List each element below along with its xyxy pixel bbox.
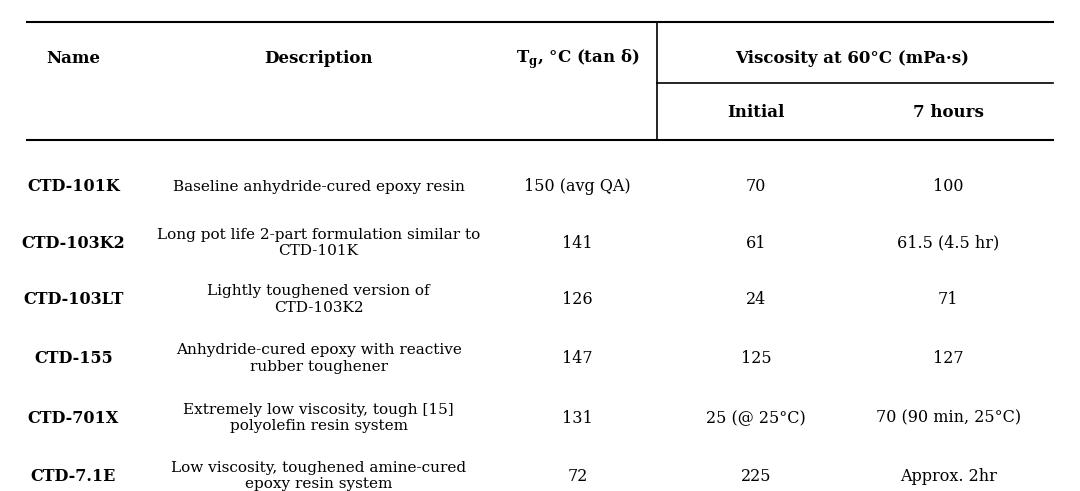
Text: CTD-103K2: CTD-103K2 xyxy=(22,235,125,251)
Text: T$_\mathregular{g}$, °C (tan δ): T$_\mathregular{g}$, °C (tan δ) xyxy=(516,47,639,71)
Text: 71: 71 xyxy=(939,291,958,308)
Text: 100: 100 xyxy=(933,178,963,195)
Text: 70 (90 min, 25°C): 70 (90 min, 25°C) xyxy=(876,410,1021,427)
Text: Initial: Initial xyxy=(727,105,785,121)
Text: 25 (@ 25°C): 25 (@ 25°C) xyxy=(706,410,806,427)
Text: Lightly toughened version of
CTD-103K2: Lightly toughened version of CTD-103K2 xyxy=(207,284,430,315)
Text: Viscosity at 60°C (mPa·s): Viscosity at 60°C (mPa·s) xyxy=(735,51,969,67)
Text: 125: 125 xyxy=(741,350,771,367)
Text: CTD-701X: CTD-701X xyxy=(28,410,119,427)
Text: Extremely low viscosity, tough [15]
polyolefin resin system: Extremely low viscosity, tough [15] poly… xyxy=(184,403,454,434)
Text: 24: 24 xyxy=(746,291,766,308)
Text: 141: 141 xyxy=(563,235,593,251)
Text: CTD-155: CTD-155 xyxy=(35,350,112,367)
Text: Long pot life 2-part formulation similar to
CTD-101K: Long pot life 2-part formulation similar… xyxy=(157,228,481,258)
Text: Baseline anhydride-cured epoxy resin: Baseline anhydride-cured epoxy resin xyxy=(173,180,464,193)
Text: 61.5 (4.5 hr): 61.5 (4.5 hr) xyxy=(897,235,999,251)
Text: 147: 147 xyxy=(563,350,593,367)
Text: 7 hours: 7 hours xyxy=(913,105,984,121)
Text: Description: Description xyxy=(265,51,373,67)
Text: 61: 61 xyxy=(746,235,766,251)
Text: 72: 72 xyxy=(568,468,588,485)
Text: 126: 126 xyxy=(563,291,593,308)
Text: 131: 131 xyxy=(563,410,593,427)
Text: Low viscosity, toughened amine-cured
epoxy resin system: Low viscosity, toughened amine-cured epo… xyxy=(171,461,467,491)
Text: 150 (avg QA): 150 (avg QA) xyxy=(525,178,631,195)
Text: CTD-7.1E: CTD-7.1E xyxy=(30,468,117,485)
Text: 70: 70 xyxy=(746,178,766,195)
Text: Approx. 2hr: Approx. 2hr xyxy=(900,468,997,485)
Text: Anhydride-cured epoxy with reactive
rubber toughener: Anhydride-cured epoxy with reactive rubb… xyxy=(176,343,461,374)
Text: Name: Name xyxy=(46,51,100,67)
Text: CTD-101K: CTD-101K xyxy=(27,178,120,195)
Text: 225: 225 xyxy=(741,468,771,485)
Text: 127: 127 xyxy=(933,350,963,367)
Text: CTD-103LT: CTD-103LT xyxy=(24,291,123,308)
